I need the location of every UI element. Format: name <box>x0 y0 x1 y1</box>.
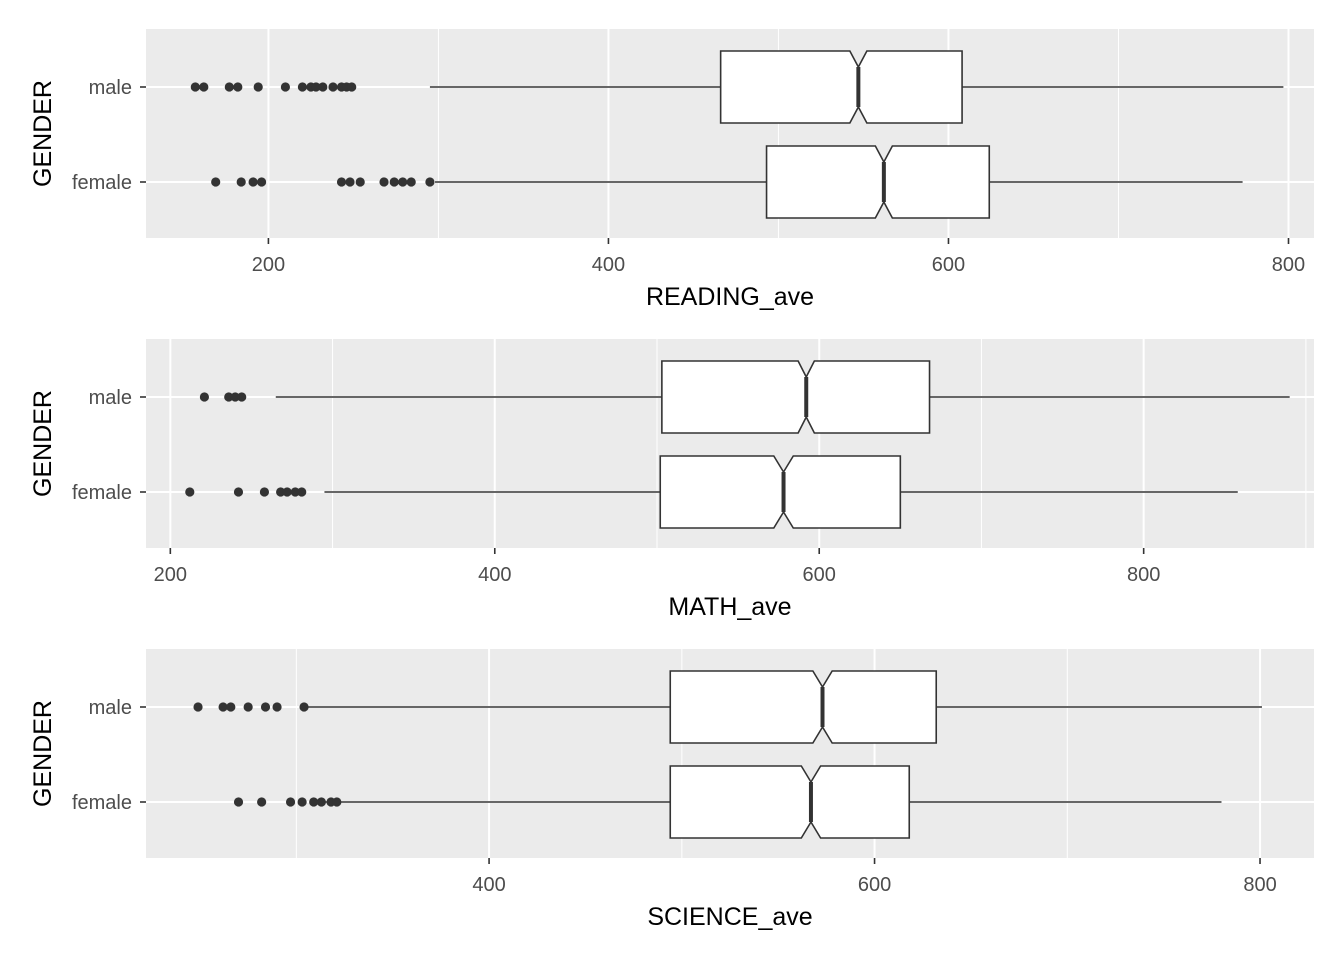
outlier-point <box>328 82 338 92</box>
x-tick-label: 600 <box>932 254 965 276</box>
outlier-point <box>425 177 435 187</box>
x-tick-label: 800 <box>1243 874 1276 896</box>
outlier-point <box>389 177 399 187</box>
panel-2: 200 400 600 800 male female MATH_ave GENDER <box>29 339 1314 621</box>
outlier-point <box>297 797 307 807</box>
box-male <box>190 50 1284 124</box>
outlier-point <box>218 702 228 712</box>
outlier-point <box>190 82 200 92</box>
outlier-point <box>316 797 326 807</box>
outlier-point <box>280 82 291 92</box>
x-tick-label: 600 <box>858 874 891 896</box>
outlier-point <box>297 82 308 92</box>
box-female <box>233 765 1222 839</box>
outlier-point <box>379 177 389 187</box>
notched-box <box>661 360 931 434</box>
x-tick-label: 200 <box>154 564 187 586</box>
outlier-point <box>248 177 258 187</box>
panel-3: 400 600 800 male female SCIENCE_ave GENDER <box>29 649 1314 931</box>
outlier-point <box>233 82 243 92</box>
y-tick-label: male <box>89 697 132 719</box>
y-tick-label: female <box>72 482 132 504</box>
x-axis-title: READING_ave <box>646 283 814 311</box>
outlier-point <box>406 177 416 187</box>
outlier-point <box>224 392 234 402</box>
outlier-point <box>347 82 357 92</box>
outlier-point <box>336 177 347 187</box>
x-axis-title: MATH_ave <box>668 593 791 621</box>
outlier-point <box>233 487 244 497</box>
outlier-point <box>282 487 292 497</box>
y-tick-label: male <box>89 77 132 99</box>
outlier-point <box>318 82 328 92</box>
outlier-point <box>226 702 236 712</box>
outlier-point <box>243 702 253 712</box>
outlier-point <box>236 177 246 187</box>
outlier-point <box>260 702 271 712</box>
x-tick-label: 400 <box>478 564 511 586</box>
x-tick-label: 400 <box>472 874 505 896</box>
y-tick-label: male <box>89 387 132 409</box>
notched-box <box>765 145 991 219</box>
outlier-point <box>285 797 296 807</box>
outlier-point <box>257 177 267 187</box>
box-female <box>211 145 1243 219</box>
y-axis-title: GENDER <box>29 700 57 807</box>
outlier-point <box>299 702 309 712</box>
outlier-point <box>297 487 307 497</box>
outlier-point <box>276 487 286 497</box>
box-female <box>185 455 1238 529</box>
outlier-point <box>309 797 319 807</box>
y-axis-title: GENDER <box>29 80 57 187</box>
outlier-point <box>199 82 209 92</box>
outlier-point <box>230 392 240 402</box>
outlier-point <box>185 487 195 497</box>
outlier-point <box>233 797 244 807</box>
outlier-point <box>211 177 221 187</box>
outlier-point <box>290 487 300 497</box>
outlier-point <box>398 177 408 187</box>
notched-box <box>669 670 938 744</box>
panel-1: 200 400 600 800 male female READING_ave GENDER <box>29 29 1314 311</box>
outlier-point <box>193 702 203 712</box>
outlier-point <box>237 392 247 402</box>
outlier-point <box>257 797 267 807</box>
notched-box <box>659 455 902 529</box>
outlier-point <box>311 82 321 92</box>
x-tick-label: 800 <box>1127 564 1160 586</box>
box-male <box>193 670 1262 744</box>
outlier-point <box>332 797 342 807</box>
x-tick-label: 600 <box>803 564 836 586</box>
outlier-point <box>259 487 270 497</box>
outlier-point <box>224 82 234 92</box>
y-tick-label: female <box>72 792 132 814</box>
y-axis-title: GENDER <box>29 390 57 497</box>
x-tick-label: 200 <box>252 254 285 276</box>
outlier-point <box>355 177 365 187</box>
outlier-point <box>253 82 263 92</box>
box-male <box>199 360 1290 434</box>
y-tick-label: female <box>72 172 132 194</box>
outlier-point <box>345 177 355 187</box>
x-tick-label: 400 <box>592 254 625 276</box>
x-tick-label: 800 <box>1272 254 1305 276</box>
outlier-point <box>272 702 282 712</box>
notched-box <box>719 50 963 124</box>
outlier-point <box>199 392 209 402</box>
notched-box <box>669 765 911 839</box>
x-axis-title: SCIENCE_ave <box>647 903 812 931</box>
